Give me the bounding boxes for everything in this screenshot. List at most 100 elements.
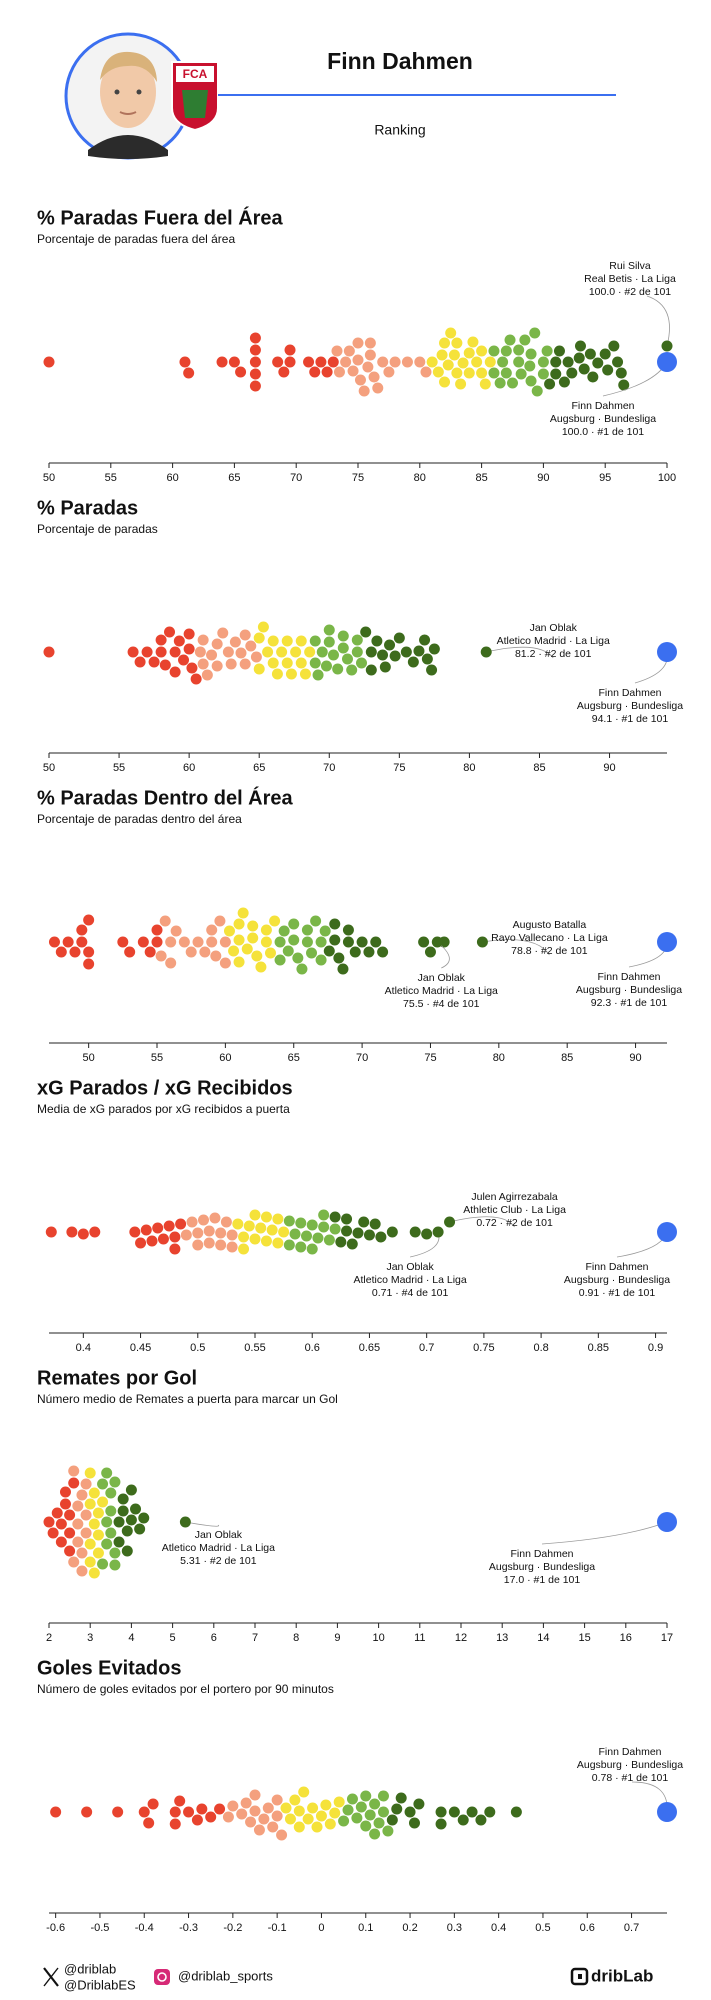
data-dot <box>284 344 296 356</box>
annotated-dot <box>661 340 673 352</box>
data-dot <box>333 366 345 378</box>
data-dot <box>466 1806 478 1818</box>
data-dot <box>364 337 376 349</box>
data-dot <box>92 1507 104 1519</box>
data-dot <box>442 359 454 371</box>
data-dot <box>183 628 195 640</box>
data-dot <box>141 646 153 658</box>
data-dot <box>278 1226 290 1238</box>
data-dot <box>192 1227 204 1239</box>
data-dot <box>289 1794 301 1806</box>
data-dot <box>179 356 191 368</box>
data-dot <box>476 345 488 357</box>
data-dot <box>439 376 451 388</box>
data-dot <box>190 673 202 685</box>
data-dot <box>262 1802 274 1814</box>
data-dot <box>323 945 335 957</box>
data-dot <box>237 907 249 919</box>
data-dot <box>109 1559 121 1571</box>
highlight-dot <box>657 352 677 372</box>
data-dot <box>159 915 171 927</box>
data-dot <box>235 647 247 659</box>
data-dot <box>155 950 167 962</box>
data-dot <box>72 1500 84 1512</box>
data-dot <box>358 385 370 397</box>
x-tick-label: 90 <box>629 1052 641 1064</box>
data-dot <box>206 924 218 936</box>
data-dot <box>59 1498 71 1510</box>
data-dot <box>243 1220 255 1232</box>
data-dot <box>312 1232 324 1244</box>
data-dot <box>129 1226 141 1238</box>
x-tick-label: -0.3 <box>179 1922 198 1934</box>
annotation-name: Jan Oblak <box>418 972 466 984</box>
data-dot <box>183 643 195 655</box>
data-dot <box>301 1230 312 1242</box>
data-dot <box>409 1226 421 1238</box>
data-dot <box>352 337 364 349</box>
data-dot <box>562 356 574 368</box>
data-dot <box>356 657 368 669</box>
data-dot <box>333 952 345 964</box>
data-dot <box>232 1218 244 1230</box>
data-dot <box>64 1527 76 1539</box>
data-dot <box>64 1545 76 1557</box>
data-dot <box>333 1796 345 1808</box>
annotation-name: Augusto Batalla <box>513 919 587 931</box>
annotated-dot <box>431 936 443 948</box>
data-dot <box>301 924 313 936</box>
data-dot <box>364 349 376 361</box>
annotation-team: Augsburg · Bundesliga <box>489 1561 595 1573</box>
data-dot <box>413 1798 425 1810</box>
data-dot <box>323 636 335 648</box>
chart-subtitle: Porcentaje de paradas fuera del área <box>37 232 235 246</box>
x-tick-label: 85 <box>475 472 487 484</box>
data-dot <box>260 936 272 948</box>
chart-section: Remates por Gol Número medio de Remates a… <box>37 1367 677 1644</box>
data-dot <box>240 1797 252 1809</box>
badge-text: FCA <box>183 67 208 81</box>
highlight-dot <box>657 1802 677 1822</box>
data-dot <box>84 1538 96 1550</box>
annotation-connector <box>602 361 668 397</box>
annotation-name: Finn Dahmen <box>598 1746 661 1758</box>
x-tick-label: 0.8 <box>533 1342 548 1354</box>
data-dot <box>475 1814 487 1826</box>
data-dot <box>346 1793 358 1805</box>
data-dot <box>351 634 363 646</box>
x-handle: @DriblabES <box>64 1977 136 1992</box>
data-dot <box>494 377 506 389</box>
data-dot <box>400 646 412 658</box>
data-dot <box>340 356 352 368</box>
data-dot <box>226 1241 238 1253</box>
data-dot <box>155 646 167 658</box>
annotation-team: Athletic Club · La Liga <box>463 1204 566 1216</box>
data-dot <box>315 1810 327 1822</box>
x-tick-label: 75 <box>352 472 364 484</box>
annotation-name: Jan Oblak <box>530 622 578 634</box>
annotation-stat: 0.78 · #1 de 101 <box>592 1772 669 1784</box>
data-dot <box>113 1516 125 1528</box>
data-dot <box>377 1790 389 1802</box>
data-dot <box>105 1527 117 1539</box>
data-dot <box>203 1225 215 1237</box>
data-dot <box>76 1489 88 1501</box>
data-dot <box>342 1804 354 1816</box>
data-dot <box>125 1484 137 1496</box>
highlight-dot <box>657 1222 677 1242</box>
annotation-name: Finn Dahmen <box>571 400 634 412</box>
x-tick-label: 5 <box>170 1632 176 1644</box>
highlight-dot <box>657 932 677 952</box>
data-dot <box>222 1811 234 1823</box>
data-dot <box>238 1231 250 1243</box>
data-dot <box>331 345 343 357</box>
data-dot <box>196 1803 208 1815</box>
data-dot <box>513 344 525 356</box>
data-dot <box>307 1802 319 1814</box>
data-dot <box>225 658 237 670</box>
x-tick-label: 4 <box>128 1632 134 1644</box>
data-dot <box>239 629 251 641</box>
x-tick-label: 55 <box>105 472 117 484</box>
annotation-team: Atletico Madrid · La Liga <box>497 635 610 647</box>
chart-subtitle: Porcentaje de paradas <box>37 522 158 536</box>
